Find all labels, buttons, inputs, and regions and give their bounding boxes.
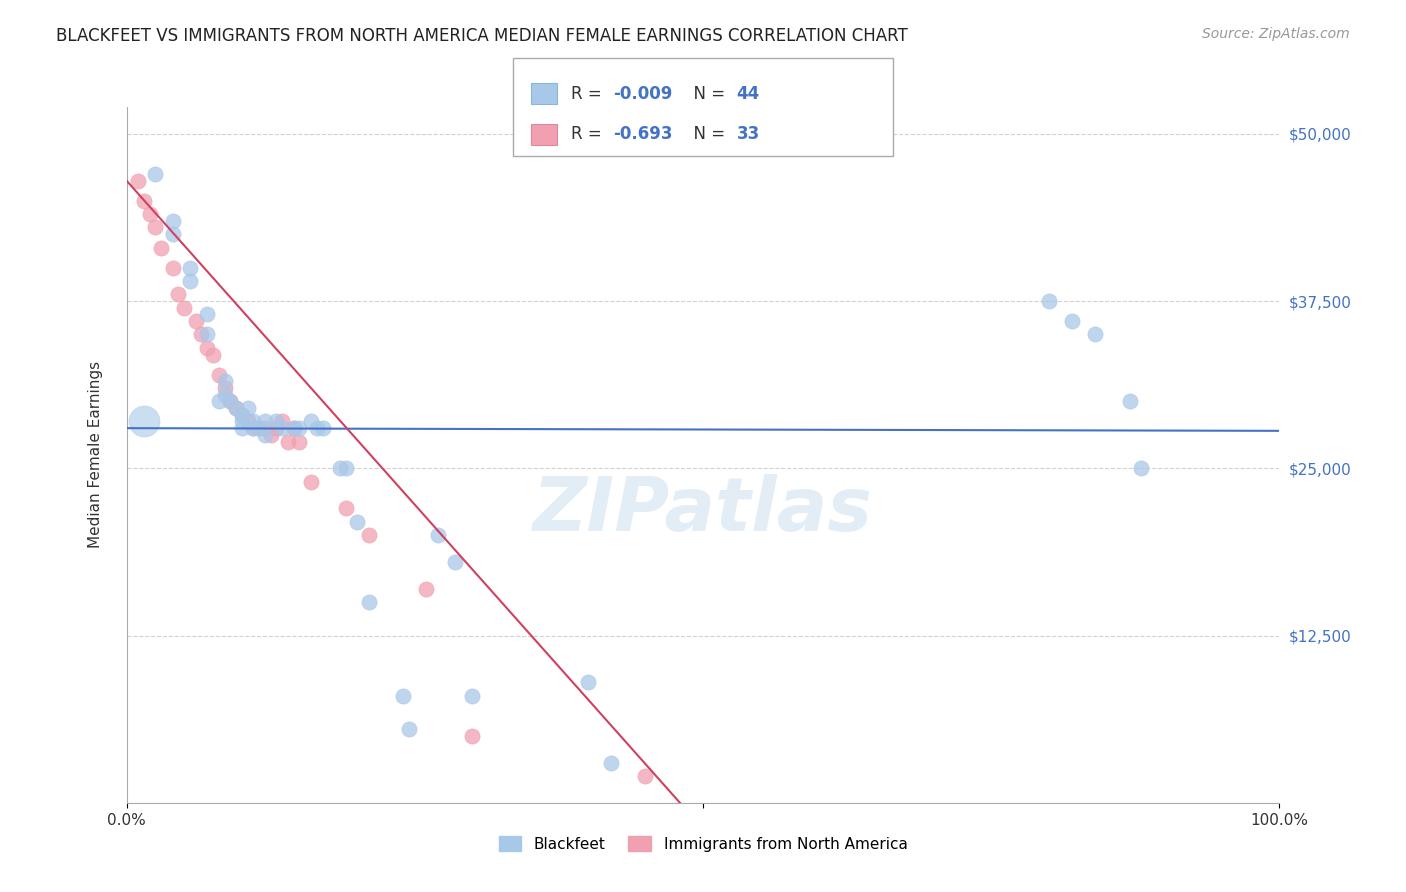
Point [242,421,264,435]
Point [242,421,264,435]
Text: 33: 33 [737,125,761,143]
Point [208,368,231,382]
Point [335,461,357,475]
Point [225,401,247,415]
Point [299,475,322,489]
Point [266,421,288,435]
Point [253,421,276,435]
Point [576,675,599,690]
Text: R =: R = [571,125,607,143]
Point [179,260,201,275]
Text: 44: 44 [737,85,761,103]
Point [225,401,247,415]
Y-axis label: Median Female Earnings: Median Female Earnings [89,361,103,549]
Point [299,414,322,428]
Point [247,421,270,435]
Point [132,414,155,428]
Point [277,434,299,449]
Point [231,408,253,422]
Point [305,421,328,435]
Point [179,274,201,288]
Point [288,434,311,449]
Point [1118,394,1140,409]
Point [253,427,276,442]
Point [231,408,253,422]
Point [150,240,173,255]
Point [1060,314,1083,328]
Point [1084,327,1107,342]
Point [346,515,368,529]
Text: -0.009: -0.009 [613,85,672,103]
Point [1130,461,1153,475]
Point [145,167,166,181]
Point [357,595,380,609]
Point [231,421,253,435]
Point [162,227,184,241]
Point [162,260,184,275]
Point [214,387,236,401]
Point [335,501,357,516]
Point [184,314,207,328]
Point [195,307,218,321]
Text: -0.693: -0.693 [613,125,672,143]
Point [426,528,449,542]
Point [167,287,190,301]
Point [1038,293,1060,308]
Point [461,689,484,703]
Point [415,582,437,596]
Point [253,414,276,428]
Point [398,723,420,737]
Point [214,381,236,395]
Point [329,461,352,475]
Point [214,374,236,388]
Point [283,421,305,435]
Point [271,414,294,428]
Point [634,769,657,783]
Point [311,421,333,435]
Point [283,421,305,435]
Point [145,220,166,235]
Point [219,394,242,409]
Point [392,689,415,703]
Legend: Blackfeet, Immigrants from North America: Blackfeet, Immigrants from North America [492,830,914,858]
Point [202,347,225,362]
Point [236,414,259,428]
Point [271,421,294,435]
Point [461,729,484,743]
Text: Source: ZipAtlas.com: Source: ZipAtlas.com [1202,27,1350,41]
Point [127,173,149,187]
Point [444,555,467,569]
Point [357,528,380,542]
Point [219,394,242,409]
Point [132,194,155,208]
Text: ZIPatlas: ZIPatlas [533,474,873,547]
Point [236,401,259,415]
Point [259,427,281,442]
Point [231,414,253,428]
Point [190,327,212,342]
Point [162,213,184,227]
Point [208,394,231,409]
Point [242,414,264,428]
Point [195,341,218,355]
Point [247,421,270,435]
Text: BLACKFEET VS IMMIGRANTS FROM NORTH AMERICA MEDIAN FEMALE EARNINGS CORRELATION CH: BLACKFEET VS IMMIGRANTS FROM NORTH AMERI… [56,27,908,45]
Point [288,421,311,435]
Point [599,756,621,770]
Text: R =: R = [571,85,607,103]
Point [138,207,160,221]
Point [195,327,218,342]
Text: N =: N = [683,85,731,103]
Point [173,301,195,315]
Text: N =: N = [683,125,731,143]
Point [266,414,288,428]
